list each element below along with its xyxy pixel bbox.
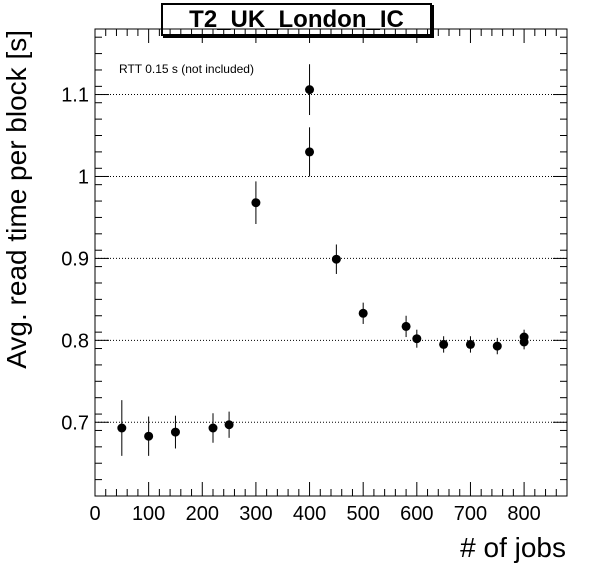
y-axis-label: Avg. read time per block [s] xyxy=(1,30,32,369)
x-tick-label: 200 xyxy=(186,503,219,525)
data-point xyxy=(305,127,315,177)
x-axis-label: # of jobs xyxy=(460,532,566,563)
plot-frame xyxy=(94,28,568,497)
y-tick-labels: 0.7 0.8 0.9 1 1.1 xyxy=(61,85,89,435)
x-tick-labels: 0 100 200 300 400 500 600 700 800 xyxy=(89,503,540,525)
x-tick-label: 700 xyxy=(454,503,487,525)
point-marker xyxy=(401,321,411,331)
data-point xyxy=(170,415,180,449)
x-tick-label: 0 xyxy=(89,503,100,525)
x-tick-label: 600 xyxy=(400,503,433,525)
point-marker xyxy=(331,254,341,264)
data-point xyxy=(305,64,315,116)
point-marker xyxy=(117,423,127,433)
data-point xyxy=(439,336,449,353)
grid-lines xyxy=(95,94,567,423)
data-point xyxy=(144,416,154,456)
point-marker xyxy=(208,423,218,433)
point-marker xyxy=(412,334,422,344)
point-marker xyxy=(305,147,315,157)
chart-title: T2_UK_London_IC xyxy=(161,3,432,36)
data-point xyxy=(492,337,502,355)
point-marker xyxy=(465,339,475,349)
x-tick-label: 400 xyxy=(293,503,326,525)
data-point xyxy=(208,413,218,443)
data-point xyxy=(251,181,261,224)
point-marker xyxy=(305,85,315,95)
point-marker xyxy=(519,337,529,347)
point-marker xyxy=(144,431,154,441)
y-tick-label: 0.8 xyxy=(61,330,89,352)
data-point xyxy=(358,302,368,324)
data-point xyxy=(401,315,411,338)
data-point xyxy=(412,329,422,348)
data-point xyxy=(117,400,127,456)
x-tick-label: 800 xyxy=(507,503,540,525)
y-tick-label: 0.7 xyxy=(61,412,89,434)
point-marker xyxy=(251,198,261,208)
x-tick-label: 300 xyxy=(239,503,272,525)
data-point xyxy=(465,336,475,353)
data-point xyxy=(331,244,341,274)
point-marker xyxy=(492,341,502,351)
axis-ticks xyxy=(94,29,567,497)
data-points xyxy=(117,64,529,456)
rtt-annotation: RTT 0.15 s (not included) xyxy=(119,62,254,76)
data-point xyxy=(519,334,529,350)
x-tick-label: 500 xyxy=(346,503,379,525)
x-tick-label: 100 xyxy=(132,503,165,525)
y-tick-label: 0.9 xyxy=(61,248,89,270)
y-tick-label: 1 xyxy=(78,166,89,188)
point-marker xyxy=(358,308,368,318)
y-tick-label: 1.1 xyxy=(61,85,89,107)
data-point xyxy=(224,411,234,438)
point-marker xyxy=(224,420,234,430)
point-marker xyxy=(170,427,180,437)
point-marker xyxy=(439,339,449,349)
